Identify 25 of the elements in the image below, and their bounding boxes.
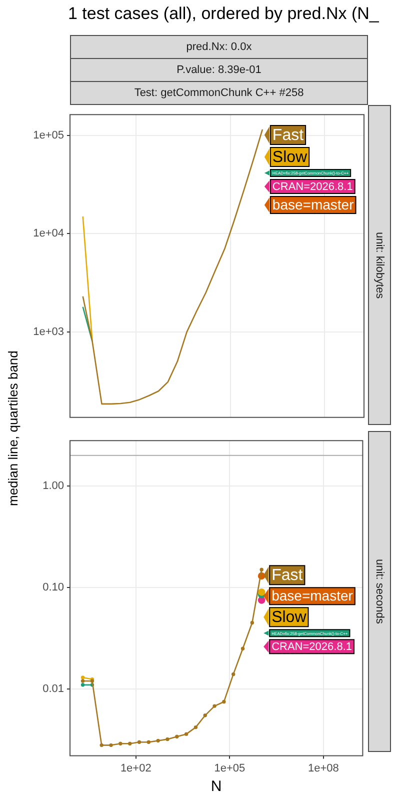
y-tick-label: 1e+03 bbox=[33, 326, 64, 338]
x-tick-label: 1e+08 bbox=[308, 762, 339, 774]
legend-label: base=master bbox=[272, 196, 354, 212]
y-axis-title: median line, quartiles band bbox=[4, 350, 22, 508]
text: P.value: 8.39e-01 bbox=[70, 58, 368, 82]
legend-label: Fast bbox=[272, 567, 304, 584]
text: Test: getCommonChunk C++ #258 bbox=[70, 81, 368, 105]
legend-label: Slow bbox=[272, 148, 308, 166]
x-tick-label: 1e+02 bbox=[120, 762, 152, 774]
x-tick-label: 1e+05 bbox=[214, 762, 246, 774]
text: pred.Nx: 0.0x bbox=[70, 35, 368, 59]
y-tick-label: 0.01 bbox=[42, 683, 64, 696]
chart-title: 1 test cases (all), ordered by pred.Nx (N_ bbox=[68, 4, 379, 24]
text: unit: seconds bbox=[368, 431, 391, 752]
y-tick-label: 1e+05 bbox=[33, 129, 64, 142]
legend-label: Fast bbox=[272, 126, 304, 144]
y-tick-label: 0.10 bbox=[42, 582, 64, 594]
y-tick-label: 1.00 bbox=[42, 480, 64, 492]
legend-label: CRAN=2026.8.1 bbox=[272, 181, 353, 194]
x-axis-title: N bbox=[210, 778, 222, 796]
legend-label: CRAN=2026.8.1 bbox=[272, 641, 352, 654]
legend-label: Slow bbox=[272, 609, 307, 626]
legend-label: base=master bbox=[272, 588, 354, 604]
y-tick-label: 1e+04 bbox=[33, 228, 64, 240]
text: unit: kilobytes bbox=[368, 105, 391, 425]
